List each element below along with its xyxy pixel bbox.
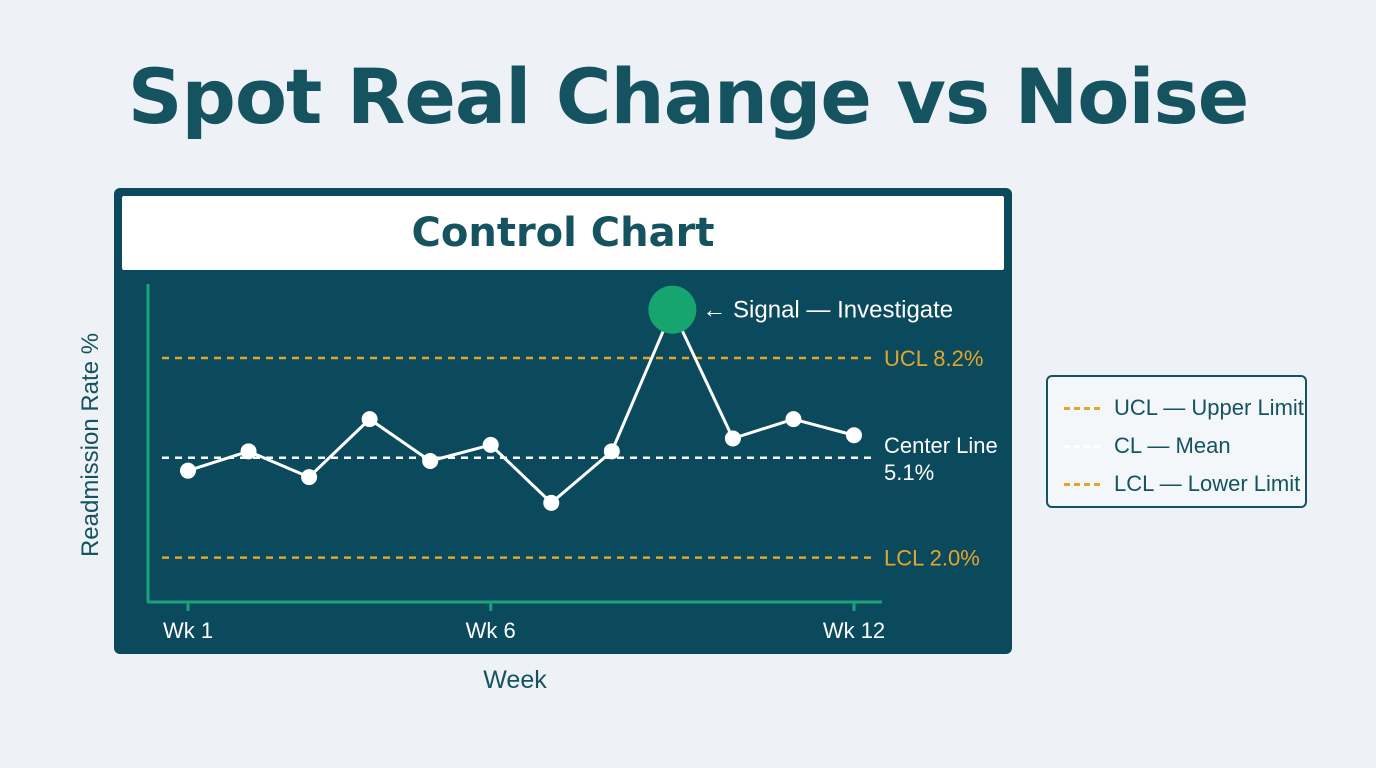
cl-label: Center Line	[884, 433, 998, 458]
legend-item-cl: CL — Mean	[1064, 427, 1305, 465]
legend-swatch-ucl	[1064, 406, 1100, 410]
data-point	[846, 427, 862, 444]
legend-swatch-cl	[1064, 444, 1100, 448]
data-point	[301, 469, 318, 486]
x-axis-title: Week	[483, 666, 547, 694]
legend-item-lcl: LCL — Lower Limit	[1064, 465, 1305, 503]
chart-title: Control Chart	[411, 210, 715, 256]
ucl-label: UCL 8.2%	[884, 346, 983, 371]
signal-point	[648, 285, 697, 334]
lcl-label: LCL 2.0%	[884, 546, 980, 571]
chart-legend: UCL — Upper Limit CL — Mean LCL — Lower …	[1046, 375, 1307, 508]
cl-value-label: 5.1%	[884, 460, 934, 485]
series-line	[187, 308, 855, 505]
legend-item-ucl: UCL — Upper Limit	[1064, 389, 1305, 427]
x-tick-label: Wk 12	[823, 618, 885, 643]
data-point	[361, 411, 378, 428]
legend-label-cl: CL — Mean	[1114, 433, 1231, 458]
data-point	[785, 411, 802, 428]
legend-label-ucl: UCL — Upper Limit	[1114, 395, 1304, 420]
data-point	[603, 443, 620, 460]
signal-annotation: ← Signal — Investigate	[702, 297, 953, 324]
y-axis-title: Readmission Rate %	[77, 333, 104, 557]
data-point	[180, 462, 196, 479]
chart-header: Control Chart	[122, 196, 1004, 270]
data-point	[422, 453, 439, 469]
data-point	[724, 430, 741, 447]
chart-panel: Control Chart	[114, 188, 1012, 654]
x-tick-label: Wk 1	[163, 618, 213, 643]
data-point	[482, 436, 499, 453]
data-point	[240, 443, 257, 460]
page-headline: Spot Real Change vs Noise	[127, 52, 1250, 141]
legend-label-lcl: LCL — Lower Limit	[1114, 471, 1301, 496]
data-point	[543, 494, 560, 511]
legend-swatch-lcl	[1064, 482, 1100, 486]
x-tick-label: Wk 6	[466, 618, 516, 643]
